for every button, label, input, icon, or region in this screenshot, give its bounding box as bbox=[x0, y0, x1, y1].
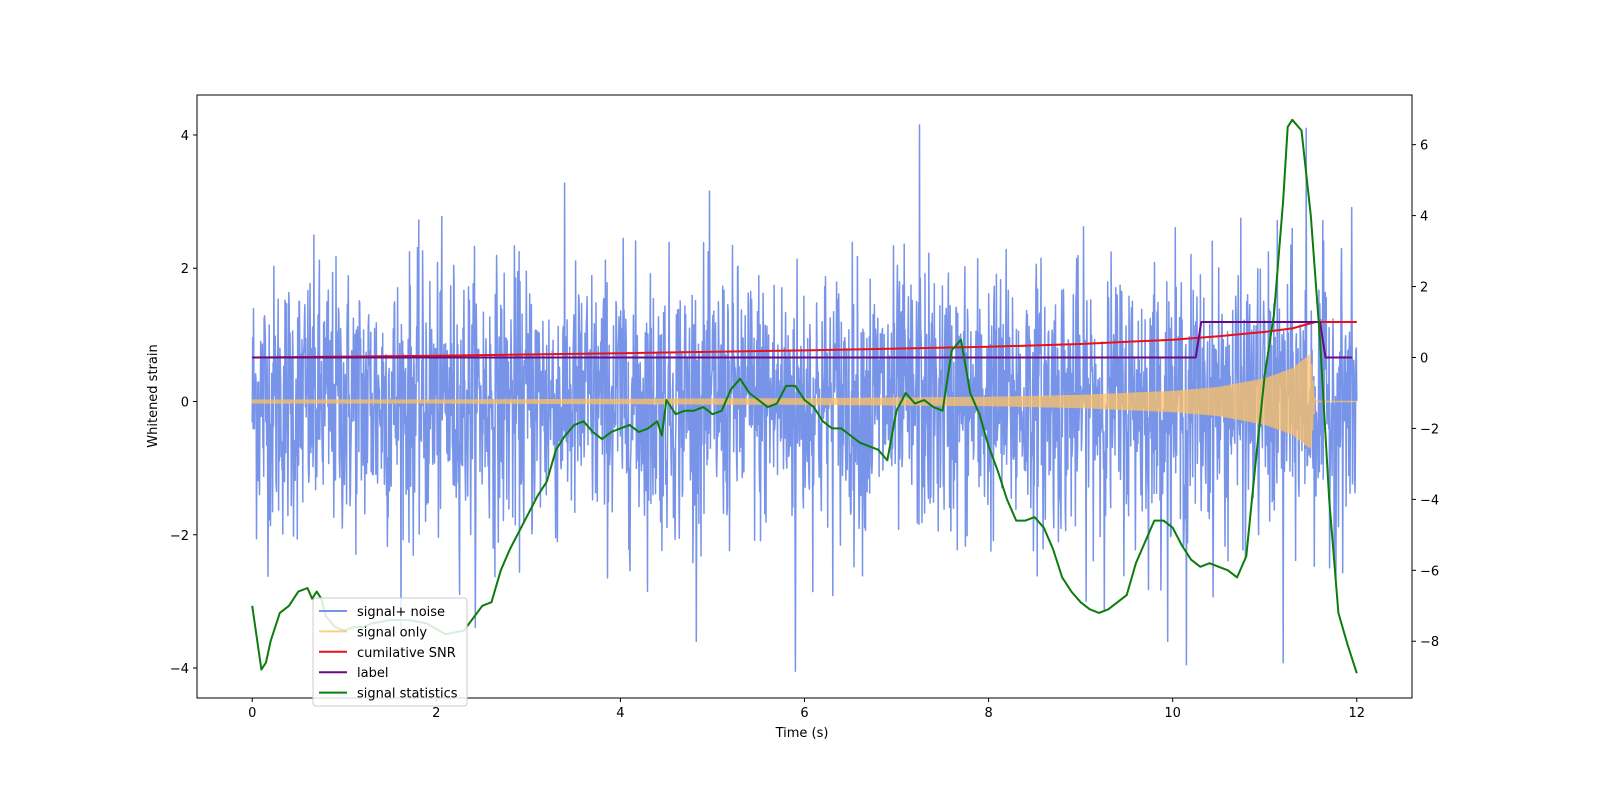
y-tick-label-right: −2 bbox=[1420, 422, 1439, 437]
series-line-signal-only bbox=[251, 353, 1357, 449]
x-tick-label: 0 bbox=[248, 706, 256, 721]
x-axis: 0 2 4 6 8 10 12 bbox=[248, 698, 1365, 721]
legend-box bbox=[312, 597, 468, 707]
y-tick-label-left: 4 bbox=[181, 129, 189, 144]
x-axis-label: Time (s) bbox=[775, 726, 829, 741]
y-axis-label: Whitened strain bbox=[146, 344, 161, 447]
legend: signal+ noise signal only cumilative SNR la… bbox=[312, 597, 468, 707]
y-tick-label-right: −4 bbox=[1420, 493, 1439, 508]
legend-label: cumilative SNR bbox=[357, 646, 456, 661]
y-tick-label-right: 0 bbox=[1420, 351, 1428, 366]
series-line-cumilative-snr bbox=[252, 321, 1357, 359]
y-tick-label-right: 6 bbox=[1420, 139, 1428, 154]
legend-label: signal statistics bbox=[357, 687, 458, 702]
y-tick-label-right: −8 bbox=[1420, 635, 1439, 650]
y-axis-right: −8 −6 −4 −2 0 2 4 6 bbox=[1412, 139, 1439, 650]
x-tick-label: 8 bbox=[984, 706, 992, 721]
y-tick-label-left: −4 bbox=[170, 662, 189, 677]
series-line-signal-plus-noise bbox=[251, 124, 1358, 673]
x-tick-label: 6 bbox=[800, 706, 808, 721]
y-tick-label-right: −6 bbox=[1420, 564, 1439, 579]
y-axis-left: −4 −2 0 2 4 bbox=[170, 129, 197, 677]
legend-label: signal only bbox=[357, 625, 427, 640]
y-tick-label-left: −2 bbox=[170, 529, 189, 544]
x-tick-label: 12 bbox=[1348, 706, 1365, 721]
y-tick-label-right: 4 bbox=[1420, 210, 1428, 225]
y-tick-label-left: 2 bbox=[181, 262, 189, 277]
series-line-label bbox=[252, 321, 1353, 359]
x-tick-label: 10 bbox=[1164, 706, 1181, 721]
y-tick-label-right: 2 bbox=[1420, 281, 1428, 296]
legend-label: label bbox=[357, 666, 388, 681]
x-tick-label: 4 bbox=[616, 706, 624, 721]
x-tick-label: 2 bbox=[432, 706, 440, 721]
legend-label: signal+ noise bbox=[357, 605, 445, 620]
y-tick-label-left: 0 bbox=[181, 395, 189, 410]
